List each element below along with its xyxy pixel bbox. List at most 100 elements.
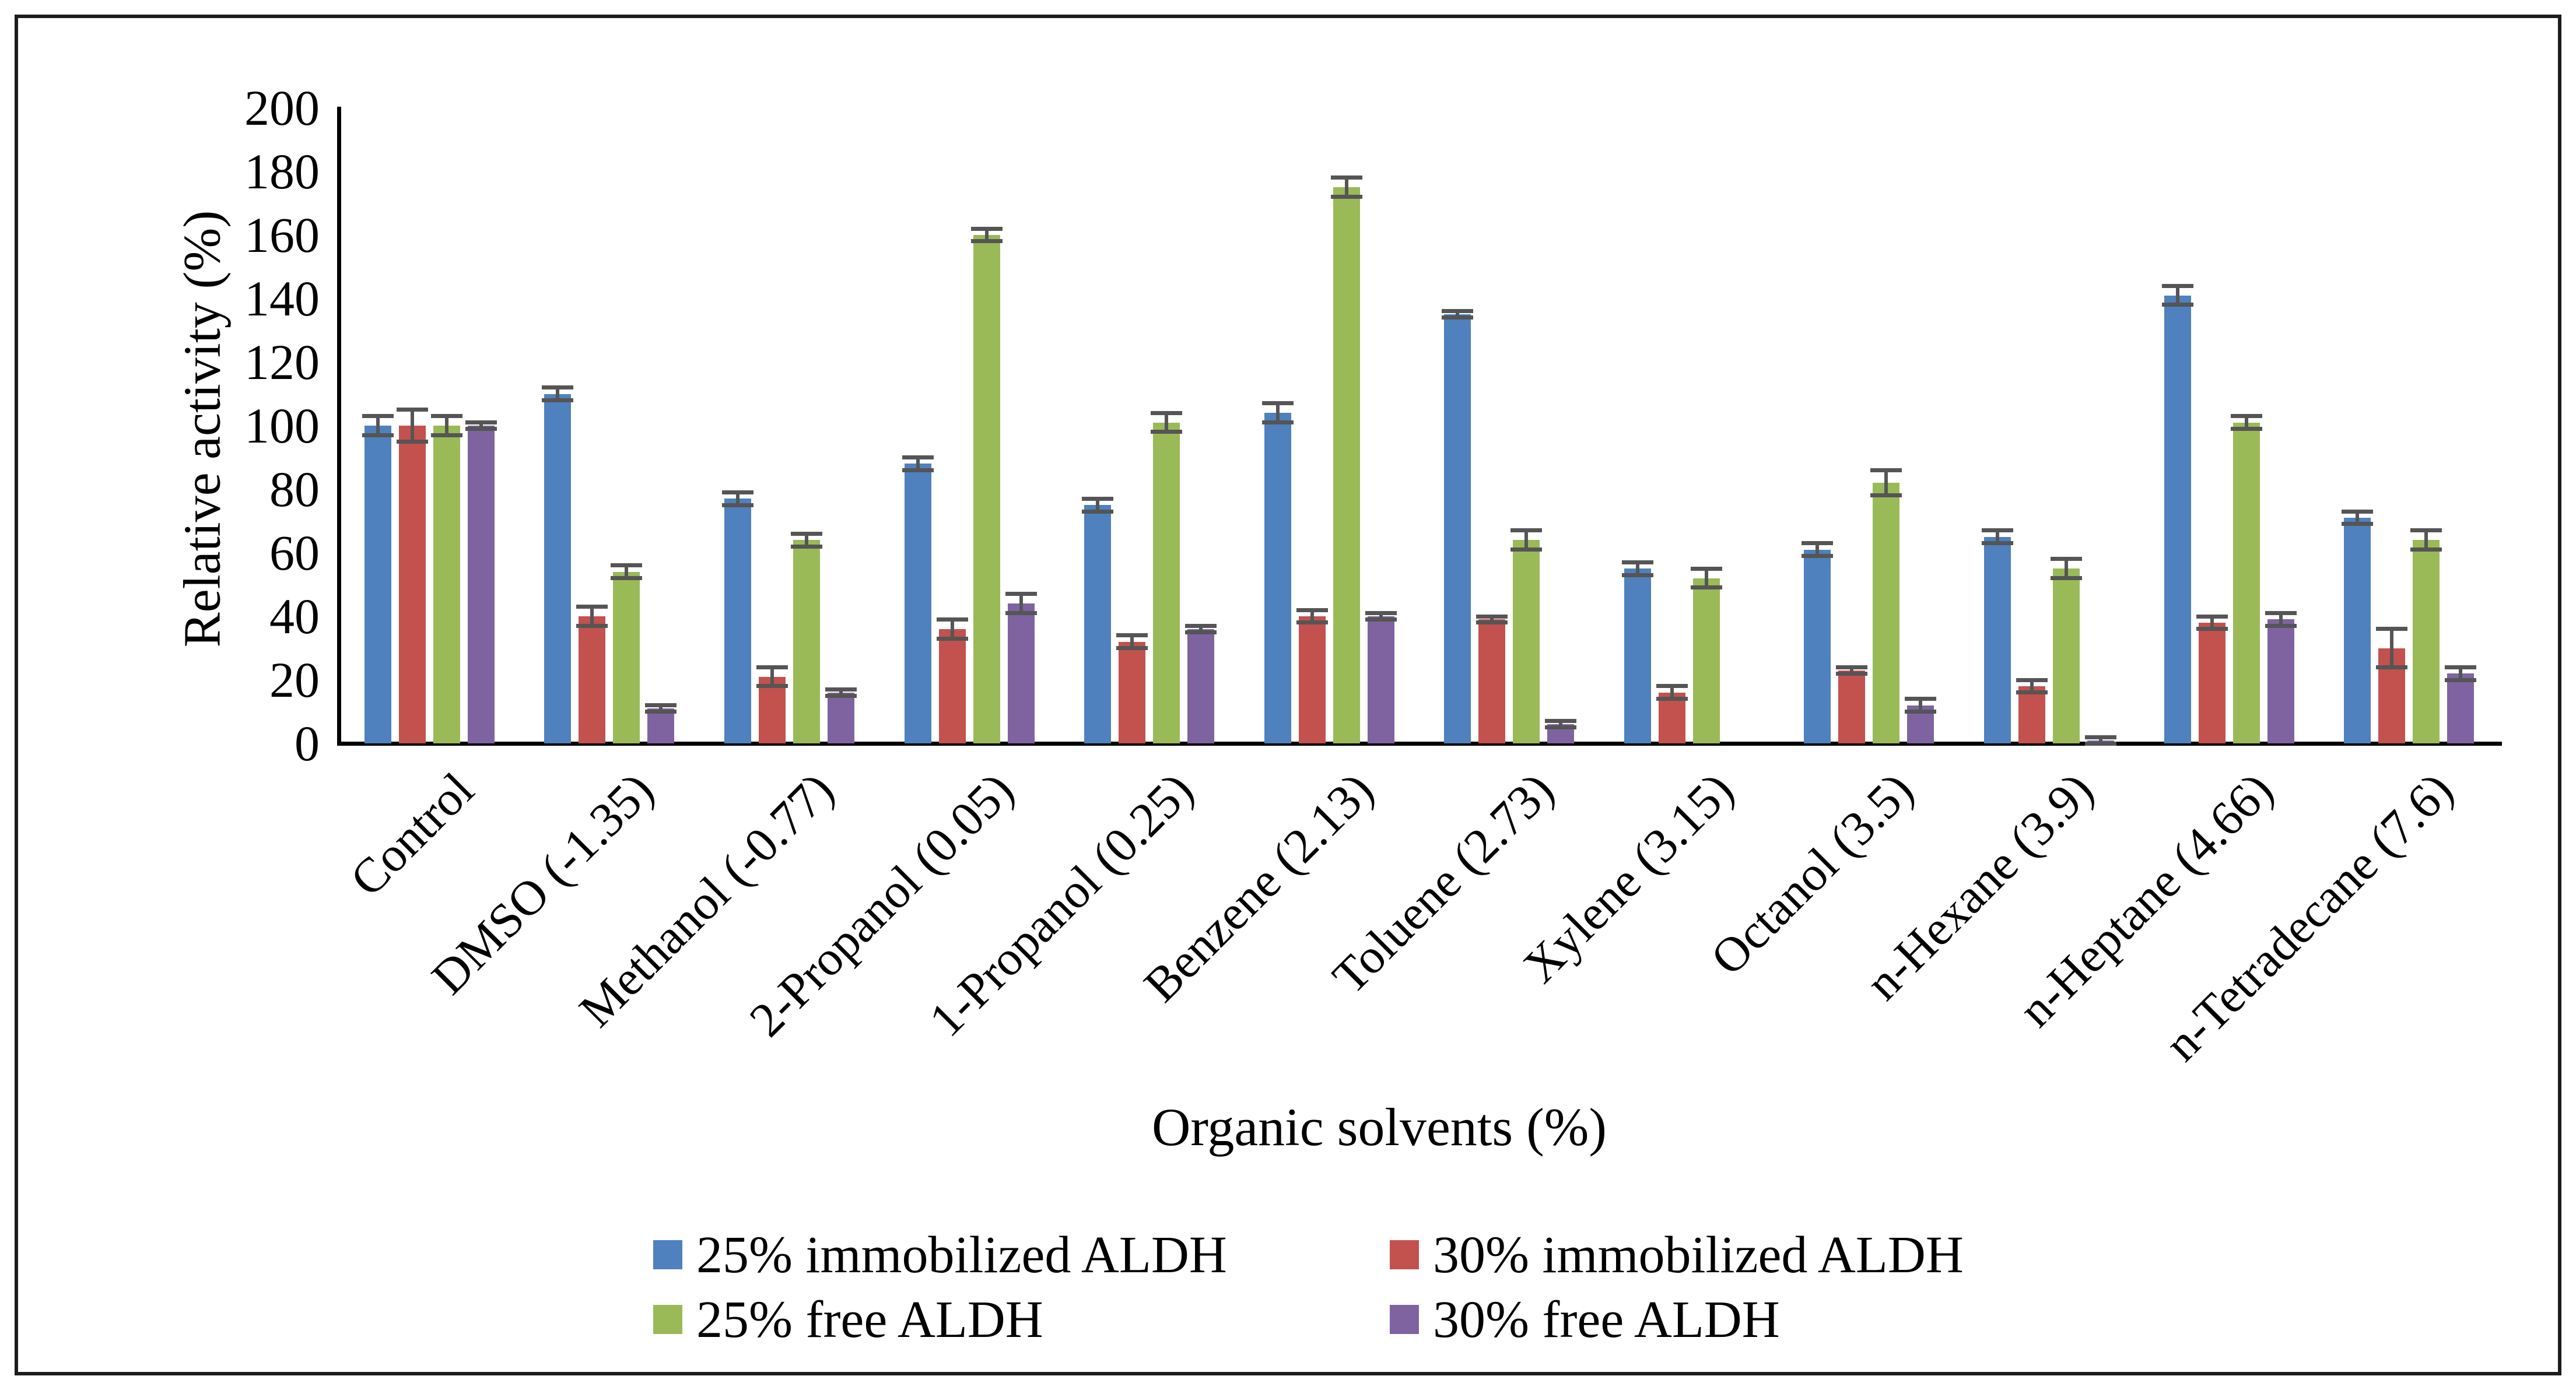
error-bar-cap bbox=[2085, 741, 2117, 746]
error-bar-cap bbox=[2230, 414, 2262, 419]
error-bar-cap bbox=[1185, 630, 1217, 634]
error-bar-cap bbox=[721, 490, 753, 494]
bar bbox=[1692, 578, 1720, 743]
bar bbox=[1367, 616, 1394, 743]
legend-item: 25% free ALDH bbox=[653, 1291, 1043, 1349]
error-bar-whisker bbox=[479, 422, 483, 429]
error-bar-cap bbox=[1545, 725, 1577, 730]
legend-swatch bbox=[1390, 1305, 1419, 1334]
error-bar-cap bbox=[2410, 528, 2442, 533]
error-bar-cap bbox=[2445, 665, 2477, 669]
bar bbox=[2164, 295, 2191, 743]
error-bar-cap bbox=[396, 439, 428, 444]
error-bar-whisker bbox=[1275, 403, 1280, 423]
error-bar-cap bbox=[1365, 611, 1397, 616]
error-bar-cap bbox=[1510, 528, 1543, 533]
bar bbox=[1624, 568, 1651, 743]
bar bbox=[364, 426, 391, 743]
error-bar-cap bbox=[1656, 684, 1688, 689]
error-bar-whisker bbox=[770, 667, 774, 686]
bar bbox=[2232, 422, 2260, 743]
bar bbox=[724, 499, 751, 743]
error-bar-cap bbox=[465, 426, 497, 431]
error-bar-cap bbox=[1296, 608, 1328, 612]
error-bar-cap bbox=[2376, 665, 2408, 669]
error-bar-cap bbox=[721, 503, 753, 507]
bar bbox=[1873, 483, 1900, 743]
error-bar-whisker bbox=[950, 619, 954, 639]
y-tick-label: 20 bbox=[269, 652, 320, 708]
bar bbox=[1119, 641, 1146, 743]
error-bar-cap bbox=[576, 605, 608, 609]
error-bar-cap bbox=[1982, 541, 2014, 546]
bar bbox=[1838, 670, 1866, 743]
error-bar-cap bbox=[611, 576, 643, 581]
error-bar-whisker bbox=[1344, 177, 1348, 197]
error-bar-cap bbox=[970, 226, 1003, 231]
legend-swatch bbox=[653, 1305, 682, 1334]
error-bar-cap bbox=[1870, 468, 1902, 472]
bar bbox=[2447, 673, 2475, 743]
error-bar-whisker bbox=[2210, 616, 2214, 629]
error-bar-whisker bbox=[2390, 629, 2394, 668]
error-bar-whisker bbox=[2244, 416, 2248, 429]
bar bbox=[579, 616, 606, 743]
error-bar-whisker bbox=[590, 606, 594, 626]
x-axis-line bbox=[337, 742, 2502, 746]
bar bbox=[1444, 314, 1471, 743]
bar bbox=[938, 629, 966, 743]
error-bar-cap bbox=[1905, 697, 1937, 701]
x-axis-title: Organic solvents (%) bbox=[1151, 1097, 1607, 1157]
bar bbox=[1084, 505, 1112, 743]
error-bar-cap bbox=[2230, 426, 2262, 431]
bar bbox=[1333, 187, 1360, 743]
error-bar-cap bbox=[1296, 620, 1328, 625]
error-bar-whisker bbox=[804, 533, 808, 547]
bar bbox=[973, 235, 1000, 743]
error-bar-cap bbox=[1802, 541, 1834, 546]
y-tick-label: 40 bbox=[269, 588, 320, 644]
legend-label: 25% free ALDH bbox=[696, 1290, 1043, 1349]
legend-swatch bbox=[653, 1240, 682, 1269]
error-bar-whisker bbox=[735, 492, 739, 506]
error-bar-cap bbox=[2445, 678, 2477, 682]
bar bbox=[647, 708, 675, 743]
error-bar-whisker bbox=[659, 705, 663, 712]
error-bar-cap bbox=[825, 687, 857, 692]
bar bbox=[467, 426, 495, 743]
legend-item: 30% immobilized ALDH bbox=[1390, 1226, 1964, 1284]
error-bar-whisker bbox=[1670, 686, 1674, 699]
legend-item: 25% immobilized ALDH bbox=[653, 1226, 1227, 1284]
error-bar-cap bbox=[1330, 195, 1362, 199]
error-bar-whisker bbox=[1524, 530, 1529, 550]
bar bbox=[827, 692, 854, 743]
error-bar-whisker bbox=[916, 457, 920, 471]
error-bar-cap bbox=[2085, 735, 2117, 739]
error-bar-whisker bbox=[1130, 635, 1134, 648]
figure-border bbox=[15, 15, 2561, 1375]
error-bar-cap bbox=[1082, 509, 1114, 514]
error-bar-cap bbox=[1836, 665, 1868, 669]
error-bar-cap bbox=[1116, 633, 1148, 638]
error-bar-cap bbox=[645, 703, 677, 708]
error-bar-cap bbox=[1151, 430, 1183, 434]
legend-item: 30% free ALDH bbox=[1390, 1291, 1780, 1349]
error-bar-cap bbox=[362, 433, 394, 437]
error-bar-cap bbox=[1656, 697, 1688, 701]
error-bar-whisker bbox=[556, 387, 560, 401]
error-bar-cap bbox=[1545, 719, 1577, 724]
bar bbox=[2413, 540, 2440, 743]
error-bar-cap bbox=[542, 385, 574, 390]
error-bar-cap bbox=[1621, 573, 1653, 577]
error-bar-whisker bbox=[410, 409, 414, 442]
bar bbox=[1264, 413, 1291, 743]
error-bar-whisker bbox=[376, 416, 380, 436]
bar bbox=[1478, 619, 1506, 743]
error-bar-cap bbox=[542, 398, 574, 402]
error-bar-cap bbox=[1005, 611, 1037, 616]
error-bar-cap bbox=[756, 684, 788, 689]
bar bbox=[1513, 540, 1540, 743]
error-bar-whisker bbox=[1165, 413, 1169, 432]
error-bar-cap bbox=[756, 665, 788, 669]
